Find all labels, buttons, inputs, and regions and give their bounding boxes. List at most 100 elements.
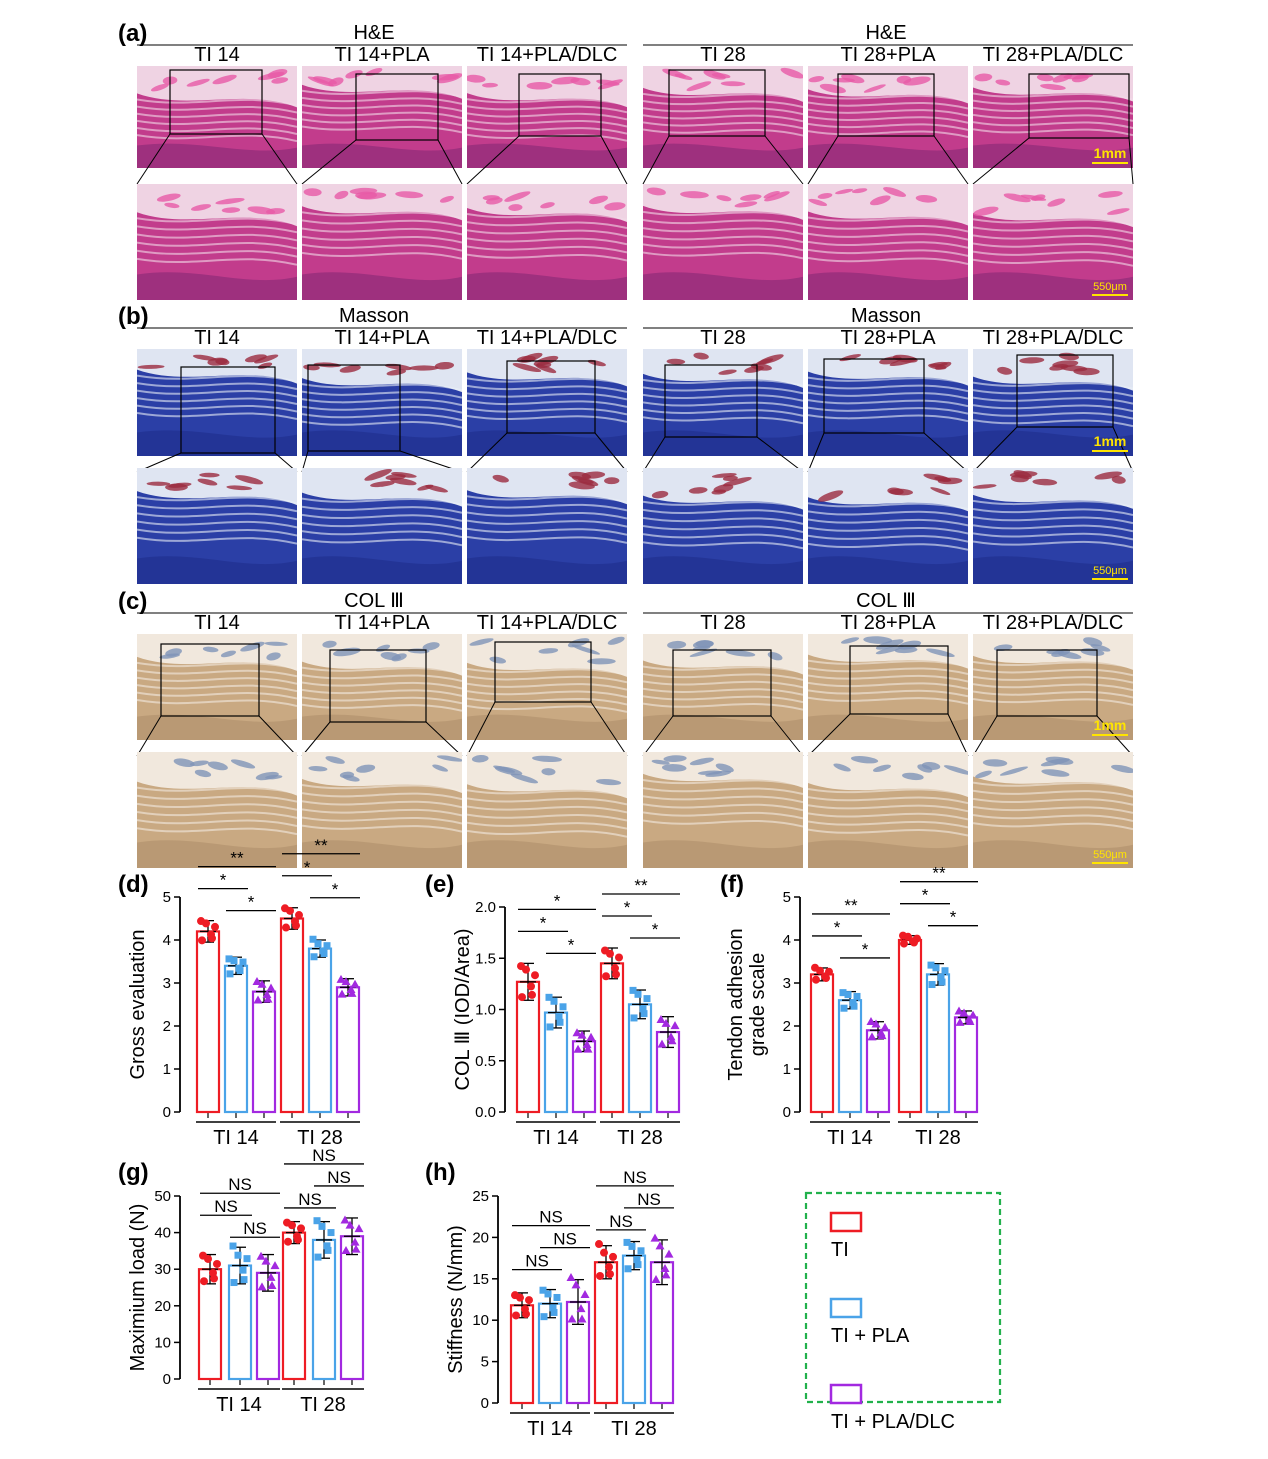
data-point [200, 1277, 208, 1286]
data-point [630, 1014, 638, 1022]
data-point [927, 961, 935, 969]
data-point [871, 1019, 881, 1028]
zoom-connector [301, 721, 331, 757]
bar [599, 962, 625, 1114]
data-point [347, 988, 357, 997]
bar-chart: (f) 0 1 2 3 4 5 Tendon adhesiongrade scale TI 14… [720, 864, 979, 1149]
data-point [351, 1244, 361, 1253]
data-point [634, 1261, 642, 1269]
data-point [572, 1028, 582, 1037]
data-point [230, 957, 238, 965]
data-point [932, 964, 940, 972]
data-point [670, 1021, 680, 1030]
histology-panel: (a) H&E H&E TI 14 TI 14+PLA TI 14+PLA/DLC TI 2… [118, 20, 1134, 300]
data-point [539, 1286, 547, 1294]
bar [953, 1016, 979, 1114]
data-point [811, 963, 819, 972]
data-point [295, 911, 303, 920]
significance-label: * [248, 893, 255, 912]
scalebar-label: 1mm [1094, 717, 1127, 733]
stain-title: COL Ⅲ [344, 590, 404, 612]
micrograph-zoom [137, 468, 297, 584]
data-point [637, 1247, 645, 1255]
zoom-connector [933, 135, 969, 185]
data-point [877, 1031, 887, 1040]
micrograph-zoom [808, 752, 968, 868]
data-point [615, 953, 623, 962]
significance-label: NS [553, 1230, 577, 1249]
legend-swatch [829, 1297, 863, 1319]
stain-title: H&E [353, 22, 394, 44]
data-point [320, 950, 328, 958]
significance-label: ** [844, 896, 858, 915]
zoom-connector [136, 133, 171, 185]
bar [223, 964, 249, 1114]
data-point [822, 974, 830, 983]
zoom-connector [594, 432, 628, 473]
column-label: TI 14 [194, 44, 240, 66]
y-tick-label: 2 [783, 1018, 791, 1035]
data-point [284, 1237, 292, 1246]
stain-title: COL Ⅲ [856, 590, 916, 612]
data-point [899, 931, 907, 940]
data-point [310, 953, 318, 961]
y-tick-label: 0 [163, 1371, 171, 1388]
zoom-connector [466, 701, 496, 757]
significance-label: NS [298, 1190, 322, 1209]
significance-label: * [332, 880, 339, 899]
y-tick-label: 20 [472, 1229, 489, 1246]
micrograph-overview [972, 634, 1134, 757]
data-point [350, 1237, 360, 1246]
y-axis-label-line: COL Ⅲ (IOD/Area) [452, 929, 474, 1091]
y-tick-label: 0.0 [475, 1104, 496, 1121]
data-point [900, 939, 908, 948]
legend-swatch [829, 1383, 863, 1405]
data-point [866, 1017, 876, 1026]
significance-label: ** [932, 864, 946, 883]
zoom-connector [807, 432, 825, 473]
legend-swatch [829, 1211, 863, 1233]
data-point [240, 1276, 248, 1284]
x-tick-label: TI 14 [827, 1127, 873, 1149]
zoom-box [1016, 354, 1114, 428]
data-point [292, 921, 300, 930]
data-point [340, 1215, 350, 1224]
legend-label: TI + PLA [831, 1325, 910, 1347]
data-point [651, 1275, 661, 1284]
data-point [522, 1310, 530, 1319]
significance-label: NS [243, 1219, 267, 1238]
data-point [550, 997, 558, 1005]
x-tick-label: TI 28 [611, 1418, 657, 1440]
zoom-connector [261, 133, 298, 185]
y-tick-label: 25 [472, 1188, 489, 1205]
zoom-connector [972, 137, 1030, 185]
y-tick-label: 0 [783, 1104, 791, 1121]
y-tick-label: 3 [163, 975, 171, 992]
zoom-box [664, 364, 758, 438]
data-point [666, 1032, 676, 1041]
data-point [655, 1241, 665, 1250]
bar [251, 990, 277, 1114]
data-point [825, 967, 833, 976]
y-axis-label-line: Gross evaluation [127, 929, 149, 1079]
column-label: TI 14+PLA [334, 44, 430, 66]
zoom-box [180, 366, 276, 454]
data-point [318, 1222, 326, 1230]
bar [335, 986, 361, 1114]
data-point [633, 1256, 641, 1264]
data-point [314, 940, 322, 948]
significance-label: * [862, 940, 869, 959]
significance-label: NS [228, 1175, 252, 1194]
data-point [656, 1015, 666, 1024]
data-point [602, 972, 610, 981]
zoom-box [849, 645, 949, 715]
data-point [270, 1261, 280, 1270]
scalebar-label: 550μm [1093, 565, 1127, 577]
micrograph-overview [642, 66, 804, 185]
micrograph-zoom [808, 468, 968, 584]
data-point [556, 1018, 564, 1026]
zoom-box [307, 364, 401, 452]
